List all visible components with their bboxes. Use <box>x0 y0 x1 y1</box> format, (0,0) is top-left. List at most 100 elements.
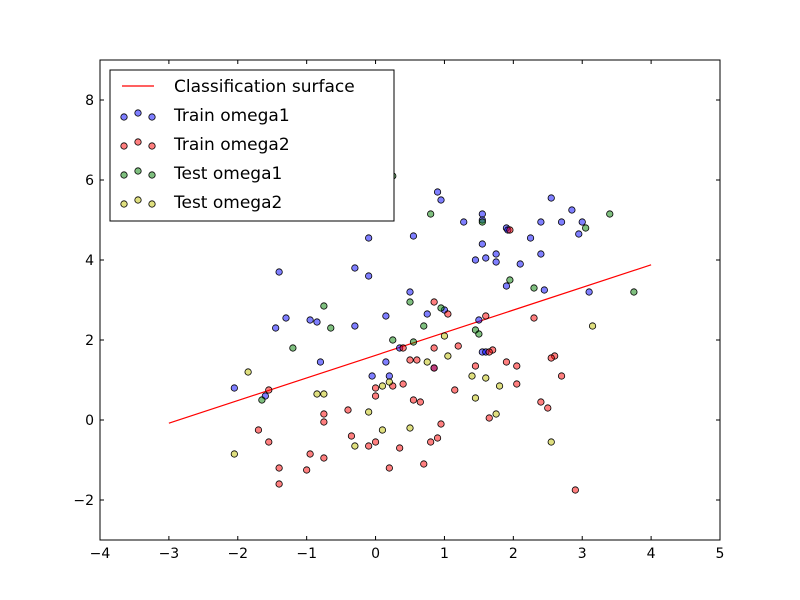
data-point <box>423 310 431 318</box>
data-point <box>433 188 442 196</box>
data-point <box>516 260 524 268</box>
y-tick-label: 8 <box>85 93 94 109</box>
data-point <box>371 384 380 392</box>
data-point <box>409 232 418 240</box>
data-point <box>406 298 414 306</box>
data-point <box>420 322 428 330</box>
data-point <box>306 450 314 458</box>
data-point <box>368 372 376 380</box>
classification-surface-line <box>168 264 652 424</box>
data-point <box>495 382 504 390</box>
data-point <box>385 372 393 380</box>
data-point <box>482 312 490 320</box>
data-point <box>482 374 490 382</box>
data-point <box>440 332 449 340</box>
data-point <box>413 356 421 364</box>
data-point <box>420 460 428 468</box>
data-point <box>416 398 424 406</box>
legend-label: Train omega1 <box>173 106 290 126</box>
data-point <box>244 368 252 376</box>
data-point <box>320 418 328 426</box>
data-point <box>571 486 579 494</box>
data-point <box>526 234 535 242</box>
data-point <box>530 314 538 322</box>
axes-frame <box>99 59 721 541</box>
data-point <box>485 348 493 356</box>
data-point <box>482 254 490 262</box>
data-point <box>471 362 480 370</box>
data-point <box>437 196 445 204</box>
y-tick-label: 4 <box>85 253 94 269</box>
data-point <box>365 272 373 280</box>
data-point <box>478 210 486 218</box>
legend-marker <box>134 109 142 117</box>
data-point <box>303 466 311 474</box>
data-point <box>475 330 483 338</box>
data-point <box>492 258 500 266</box>
legend: Classification surface Train omega1 Train … <box>109 69 395 222</box>
data-point <box>396 444 404 452</box>
data-point <box>492 410 500 418</box>
data-point <box>606 210 614 218</box>
data-point <box>423 358 431 366</box>
data-point <box>502 358 511 366</box>
data-point <box>365 234 373 242</box>
x-tick-label: −2 <box>227 546 248 562</box>
data-point <box>630 288 638 296</box>
data-point <box>320 410 328 418</box>
data-point <box>306 316 314 324</box>
data-point <box>582 224 590 232</box>
data-point <box>485 414 493 422</box>
x-tick-label: 0 <box>371 546 380 562</box>
data-point <box>399 380 407 388</box>
data-point <box>537 250 545 258</box>
y-tick-label: 6 <box>85 173 94 189</box>
data-point <box>385 378 393 386</box>
data-point <box>275 480 283 488</box>
data-point <box>258 396 266 404</box>
data-point <box>437 420 445 428</box>
data-point <box>537 218 545 226</box>
data-point <box>427 438 435 446</box>
y-tick-label: 2 <box>85 333 94 349</box>
data-point <box>316 358 325 366</box>
legend-marker <box>134 196 142 204</box>
data-point <box>406 288 414 296</box>
data-point <box>406 424 414 432</box>
data-point <box>313 390 321 398</box>
legend-marker <box>148 113 156 121</box>
legend-marker <box>120 200 128 208</box>
data-point <box>378 382 387 390</box>
data-point <box>427 210 435 218</box>
data-point <box>557 372 566 380</box>
legend-marker <box>120 142 128 150</box>
data-point <box>282 314 290 322</box>
data-point <box>568 206 576 214</box>
data-point <box>230 450 238 458</box>
data-point <box>230 384 238 392</box>
legend-marker <box>134 167 142 175</box>
data-point <box>478 240 486 248</box>
data-point <box>506 226 514 234</box>
data-point <box>272 324 280 332</box>
data-point <box>351 322 359 330</box>
data-point <box>460 218 468 226</box>
data-point <box>540 286 548 294</box>
data-point <box>537 398 545 406</box>
data-point <box>544 404 552 412</box>
data-point <box>513 380 521 388</box>
legend-marker <box>120 171 128 179</box>
data-point <box>588 322 597 330</box>
x-tick-label: −3 <box>159 546 180 562</box>
data-point <box>578 218 586 226</box>
data-point <box>365 408 373 416</box>
data-point <box>454 342 462 350</box>
data-point <box>506 276 514 284</box>
data-point <box>468 372 476 380</box>
x-tick-label: 5 <box>716 546 725 562</box>
data-point <box>320 454 328 462</box>
x-tick-label: −1 <box>296 546 317 562</box>
legend-label: Test omega1 <box>173 164 282 184</box>
data-point <box>530 284 538 292</box>
